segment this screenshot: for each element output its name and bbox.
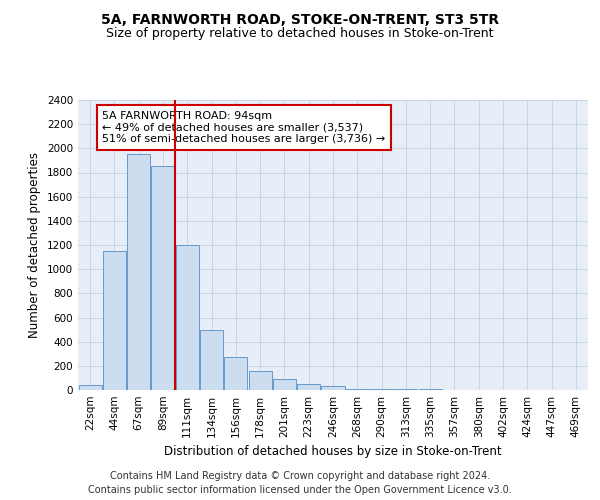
Text: 5A FARNWORTH ROAD: 94sqm
← 49% of detached houses are smaller (3,537)
51% of sem: 5A FARNWORTH ROAD: 94sqm ← 49% of detach… [102,111,386,144]
Bar [79,385,101,390]
Bar [224,358,247,390]
Bar [346,389,369,390]
Bar [151,166,175,390]
Text: 5A, FARNWORTH ROAD, STOKE-ON-TRENT, ST3 5TR: 5A, FARNWORTH ROAD, STOKE-ON-TRENT, ST3 … [101,12,499,26]
Bar [322,386,344,390]
Text: Contains HM Land Registry data © Crown copyright and database right 2024.
Contai: Contains HM Land Registry data © Crown c… [88,471,512,495]
Bar [103,251,126,390]
Bar [200,330,223,390]
Bar [273,379,296,390]
Bar [297,384,320,390]
Text: Size of property relative to detached houses in Stoke-on-Trent: Size of property relative to detached ho… [106,28,494,40]
Y-axis label: Number of detached properties: Number of detached properties [28,152,41,338]
Bar [248,370,272,390]
Bar [176,245,199,390]
Bar [370,389,393,390]
X-axis label: Distribution of detached houses by size in Stoke-on-Trent: Distribution of detached houses by size … [164,446,502,458]
Bar [127,154,150,390]
